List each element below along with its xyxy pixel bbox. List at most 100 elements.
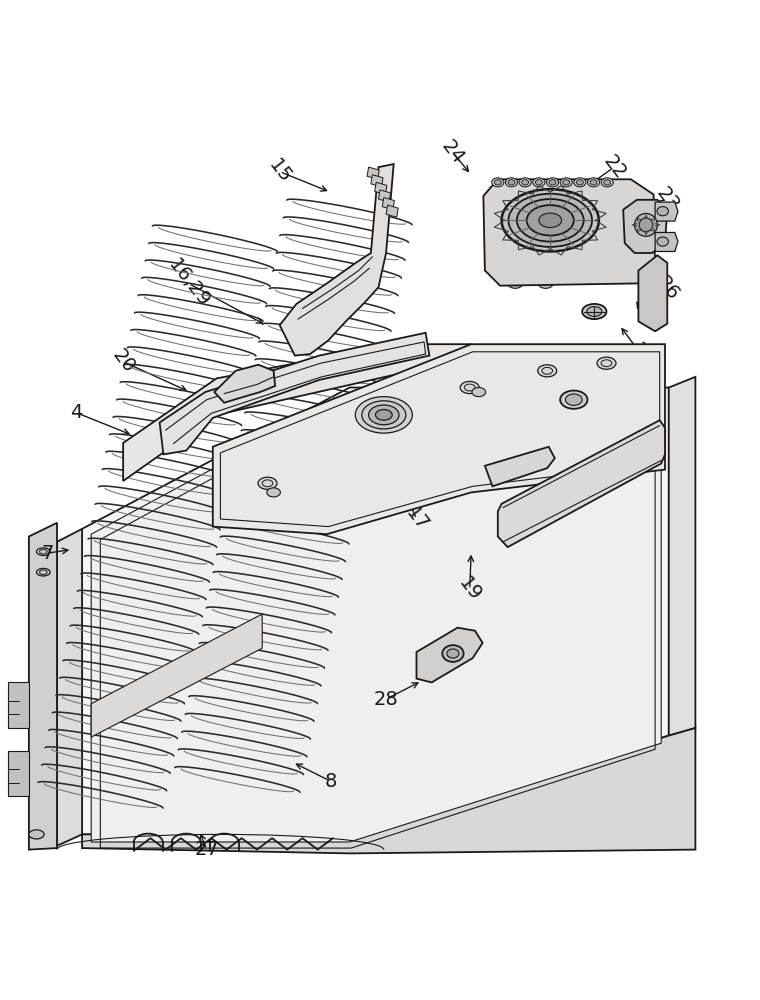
Polygon shape <box>213 344 665 534</box>
Polygon shape <box>386 205 398 217</box>
Ellipse shape <box>560 391 587 409</box>
Ellipse shape <box>604 180 611 185</box>
Ellipse shape <box>29 830 44 839</box>
Ellipse shape <box>657 207 669 216</box>
Ellipse shape <box>657 237 669 246</box>
Ellipse shape <box>539 213 562 228</box>
Polygon shape <box>82 728 695 853</box>
Polygon shape <box>371 175 383 187</box>
Ellipse shape <box>369 405 399 425</box>
Ellipse shape <box>505 178 518 187</box>
Polygon shape <box>91 614 262 737</box>
Ellipse shape <box>447 649 459 658</box>
Polygon shape <box>655 202 678 221</box>
Ellipse shape <box>519 178 531 187</box>
Ellipse shape <box>549 180 556 185</box>
Ellipse shape <box>574 178 586 187</box>
Polygon shape <box>375 182 387 194</box>
Ellipse shape <box>582 304 606 319</box>
Ellipse shape <box>508 243 523 253</box>
Ellipse shape <box>381 423 394 432</box>
Ellipse shape <box>371 416 389 429</box>
Polygon shape <box>280 164 394 356</box>
Text: 18: 18 <box>546 481 576 512</box>
Polygon shape <box>498 420 665 547</box>
Ellipse shape <box>356 397 412 433</box>
Text: 28: 28 <box>374 690 398 709</box>
Polygon shape <box>29 523 57 850</box>
Polygon shape <box>669 377 695 736</box>
Polygon shape <box>82 388 669 834</box>
Text: 26: 26 <box>652 273 682 304</box>
Text: 4: 4 <box>70 403 82 422</box>
Ellipse shape <box>533 178 545 187</box>
Ellipse shape <box>267 488 280 497</box>
Polygon shape <box>378 190 391 202</box>
Ellipse shape <box>635 213 657 236</box>
Polygon shape <box>123 344 471 481</box>
Polygon shape <box>416 628 483 682</box>
Ellipse shape <box>577 180 584 185</box>
Ellipse shape <box>546 178 559 187</box>
Polygon shape <box>483 179 655 286</box>
Text: 20: 20 <box>108 346 138 377</box>
Polygon shape <box>367 167 379 179</box>
Text: 16,29: 16,29 <box>164 256 213 311</box>
Ellipse shape <box>538 278 553 288</box>
Ellipse shape <box>508 180 515 185</box>
Text: 7: 7 <box>41 544 53 563</box>
Text: 19: 19 <box>454 574 485 605</box>
Polygon shape <box>655 232 678 251</box>
Ellipse shape <box>258 477 277 489</box>
Ellipse shape <box>517 199 584 242</box>
Text: 9: 9 <box>604 455 627 477</box>
Ellipse shape <box>508 278 523 288</box>
Text: 11: 11 <box>568 407 599 438</box>
Text: 21: 21 <box>593 364 623 396</box>
Text: 8: 8 <box>325 772 337 791</box>
Polygon shape <box>160 333 429 454</box>
Polygon shape <box>638 255 667 331</box>
Polygon shape <box>214 365 275 403</box>
Ellipse shape <box>522 180 529 185</box>
Text: 23: 23 <box>652 184 682 215</box>
Ellipse shape <box>527 205 574 236</box>
Ellipse shape <box>540 238 555 248</box>
Polygon shape <box>57 529 82 846</box>
Polygon shape <box>8 682 29 728</box>
Ellipse shape <box>375 410 392 420</box>
Ellipse shape <box>560 178 572 187</box>
Ellipse shape <box>591 180 597 185</box>
Polygon shape <box>8 751 29 796</box>
Polygon shape <box>382 198 394 210</box>
Text: 25: 25 <box>632 303 663 335</box>
Ellipse shape <box>562 180 570 185</box>
Ellipse shape <box>587 307 602 316</box>
Ellipse shape <box>472 388 486 397</box>
Ellipse shape <box>601 178 613 187</box>
Ellipse shape <box>572 238 587 248</box>
Ellipse shape <box>494 180 502 185</box>
Ellipse shape <box>442 645 464 662</box>
Ellipse shape <box>461 381 479 394</box>
Ellipse shape <box>587 178 600 187</box>
Polygon shape <box>623 200 667 253</box>
Text: 22: 22 <box>599 152 629 183</box>
Text: 17: 17 <box>401 503 432 535</box>
Ellipse shape <box>565 394 582 405</box>
Text: 14: 14 <box>627 340 657 371</box>
Ellipse shape <box>36 568 50 576</box>
Ellipse shape <box>639 218 653 232</box>
Ellipse shape <box>502 189 599 251</box>
Text: 24: 24 <box>437 136 467 168</box>
Ellipse shape <box>492 178 504 187</box>
Polygon shape <box>91 395 661 842</box>
Ellipse shape <box>36 548 50 555</box>
Ellipse shape <box>508 194 592 247</box>
Text: 15: 15 <box>264 156 295 187</box>
Polygon shape <box>485 447 555 486</box>
Ellipse shape <box>537 365 556 377</box>
Text: 27: 27 <box>195 840 219 859</box>
Ellipse shape <box>362 401 406 429</box>
Ellipse shape <box>536 180 543 185</box>
